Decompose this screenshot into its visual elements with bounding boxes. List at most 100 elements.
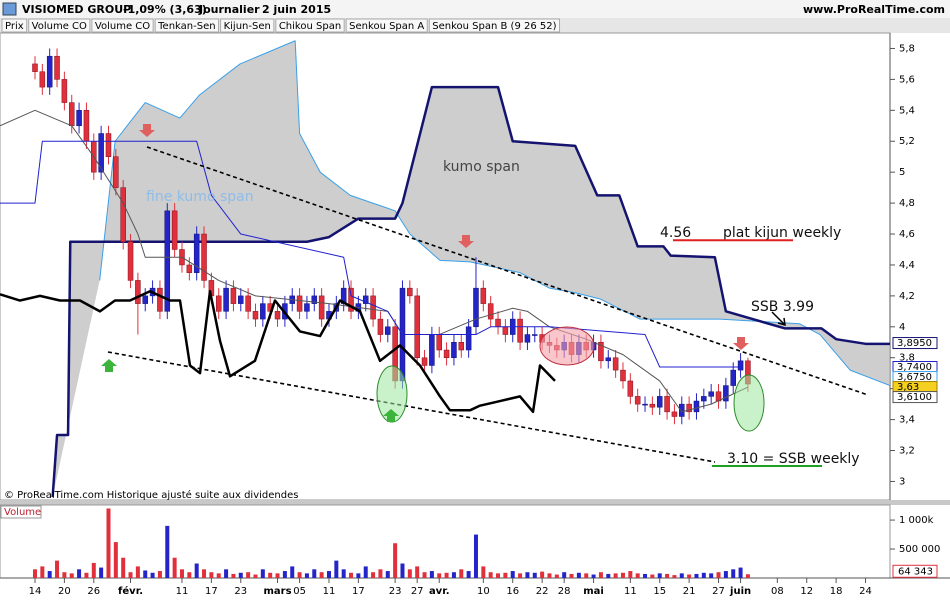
price-marker: [892, 391, 938, 404]
instrument: VISIOMED GROUP: [22, 3, 131, 16]
candle-body: [370, 295, 376, 320]
x-tick-label: 11: [323, 586, 336, 597]
annotation: SSB 3.99: [751, 299, 814, 315]
x-tick-label: 17: [205, 586, 218, 597]
pointer-arrow: [771, 311, 786, 327]
price-marker-label: 3,8950: [897, 338, 932, 349]
x-tick-label: 18: [830, 586, 843, 597]
candle-body: [39, 71, 46, 88]
candle-body: [612, 357, 619, 371]
y-tick-label: 500 000: [899, 544, 940, 555]
volume-bar: [282, 571, 287, 578]
candle-body: [83, 110, 90, 142]
candle-body: [296, 295, 303, 312]
y-tick-label: 4,4: [899, 260, 915, 271]
volume-bar: [738, 567, 743, 578]
candle-body: [642, 403, 648, 406]
candle-body: [120, 187, 126, 243]
volume-bar: [69, 573, 74, 578]
candle-body: [730, 369, 736, 386]
x-tick-label: 11: [176, 586, 189, 597]
header-icon[interactable]: [2, 2, 17, 16]
volume-bar: [716, 572, 721, 578]
candle-body: [495, 318, 501, 328]
legend-item[interactable]: [275, 18, 345, 33]
volume-bar: [407, 569, 412, 578]
candle-body: [252, 311, 259, 320]
x-tick-label: 15: [653, 586, 666, 597]
volume-bar: [613, 573, 618, 578]
senkou-span-b: [51, 85, 890, 497]
volume-bar: [99, 567, 104, 578]
x-tick-label: 27: [411, 586, 424, 597]
volume-bar: [385, 571, 390, 578]
x-tick-label: 20: [58, 586, 71, 597]
legend-label: Kijun-Sen: [224, 21, 271, 32]
candle-body: [664, 396, 670, 413]
y-tick-label: 3,2: [899, 446, 915, 457]
candle-body: [46, 55, 53, 88]
x-tick-label: 21: [683, 586, 696, 597]
volume-bar: [165, 525, 170, 578]
level-text: 3.10 = SSB weekly: [727, 451, 860, 467]
volume-bar: [400, 563, 405, 578]
legend-item[interactable]: [28, 18, 91, 33]
volume-bar: [628, 571, 633, 578]
volume-bar: [562, 572, 567, 578]
price-marker-label: 3,6750: [897, 372, 932, 383]
candle-body: [54, 55, 60, 80]
y-tick-label: 5,2: [899, 136, 915, 147]
volume-bar: [518, 573, 523, 578]
x-tick-label: 26: [87, 586, 100, 597]
volume-bar: [540, 571, 545, 578]
candle-body: [186, 264, 193, 273]
level-text: plat kijun weekly: [723, 225, 841, 241]
y-tick-label: 5,6: [899, 74, 915, 85]
candle-body: [465, 326, 472, 351]
y-tick-label: 1 000k: [899, 515, 934, 526]
legend-item[interactable]: [154, 18, 220, 33]
candle-body: [245, 295, 251, 312]
volume-bar: [378, 569, 383, 578]
volume-bar: [598, 572, 603, 578]
candle-body: [135, 280, 141, 304]
down-arrow: [458, 235, 474, 248]
y-tick-label: 4,2: [899, 291, 915, 302]
legend-label: Volume CO: [95, 21, 150, 32]
volume-bar: [253, 574, 258, 578]
legend-item[interactable]: [220, 18, 275, 33]
y-tick-label: 3,8: [899, 353, 915, 364]
candle-body: [723, 385, 729, 402]
legend-label: Tenkan-Sen: [157, 21, 215, 32]
up-arrow: [101, 359, 117, 372]
volume-bar: [635, 573, 640, 578]
y-tick-label: 3,4: [899, 415, 915, 426]
volume-bar: [260, 569, 265, 578]
volume-bar: [341, 569, 346, 578]
axes: 33,23,43,63,844,24,44,64,855,25,45,65,85…: [29, 43, 941, 597]
candle-body: [686, 403, 692, 413]
candle-body: [193, 233, 200, 273]
volume-bar: [422, 572, 427, 578]
candle-body: [656, 396, 663, 408]
candle-body: [649, 403, 656, 408]
up-arrow: [383, 409, 399, 422]
volume-bar: [466, 571, 471, 578]
legend-item[interactable]: [91, 18, 154, 33]
candle-body: [429, 334, 435, 366]
legend-item[interactable]: [345, 18, 428, 33]
legend-item[interactable]: [428, 18, 561, 33]
volume-bar: [745, 574, 750, 578]
candle-body: [142, 295, 148, 304]
legend-item[interactable]: [1, 18, 28, 33]
volume-bar: [55, 560, 60, 578]
candle-body: [348, 287, 354, 312]
volume-bar: [47, 571, 52, 578]
highlight: [733, 374, 765, 432]
x-tick-label: 27: [712, 586, 725, 597]
volume-bar: [319, 572, 324, 578]
legend: Prix Volume CO Volume CO Tenkan-Sen Kijun-Se…: [1, 18, 561, 33]
volume-bar: [113, 542, 118, 578]
volume-bar: [202, 569, 207, 578]
volume-bar: [290, 566, 295, 578]
